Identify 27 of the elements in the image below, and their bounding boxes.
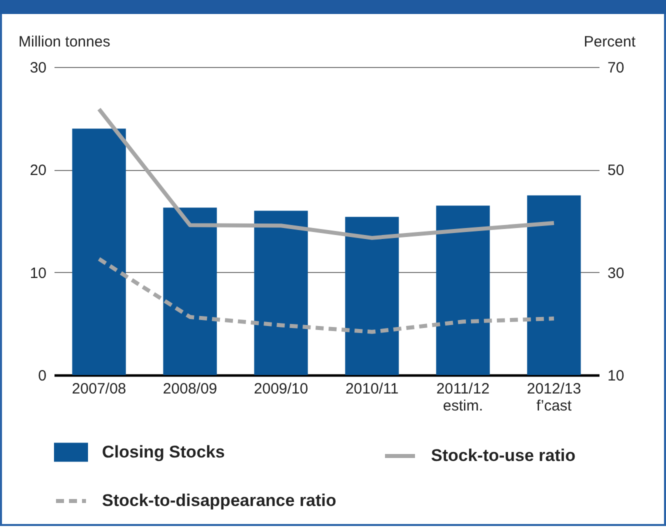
bar (72, 128, 126, 375)
y-tick-label: 10 (30, 264, 46, 282)
y2-tick-label: 70 (608, 60, 624, 76)
y-axis-title: Million tonnes (18, 34, 110, 50)
legend-label: Closing Stocks (102, 442, 225, 462)
bar (436, 206, 490, 375)
bar (527, 195, 581, 375)
y2-tick-label: 10 (608, 368, 624, 384)
y-tick-label: 0 (38, 368, 46, 384)
bar (254, 210, 308, 375)
x-tick-label: 2008/09 (162, 380, 218, 398)
y-tick-label: 20 (30, 162, 46, 180)
bar (345, 216, 399, 375)
x-tick-label: 2012/13 f’cast (526, 380, 582, 414)
bar (163, 208, 217, 375)
x-tick-label: 2007/08 (72, 380, 126, 398)
y-tick-label: 30 (30, 60, 46, 76)
x-tick-label: 2009/10 (254, 380, 308, 398)
x-tick-label: 2010/11 (345, 380, 399, 398)
y2-axis-title: Percent (584, 34, 636, 50)
y2-tick-label: 50 (608, 162, 624, 180)
legend-label: Stock-to-use ratio (431, 446, 576, 465)
line-series (97, 107, 556, 240)
x-tick-label: 2011/12 estim. (436, 380, 490, 414)
y2-tick-label: 30 (608, 264, 624, 282)
line-series (97, 256, 556, 334)
legend-label: Stock-to-disappearance ratio (102, 491, 336, 510)
